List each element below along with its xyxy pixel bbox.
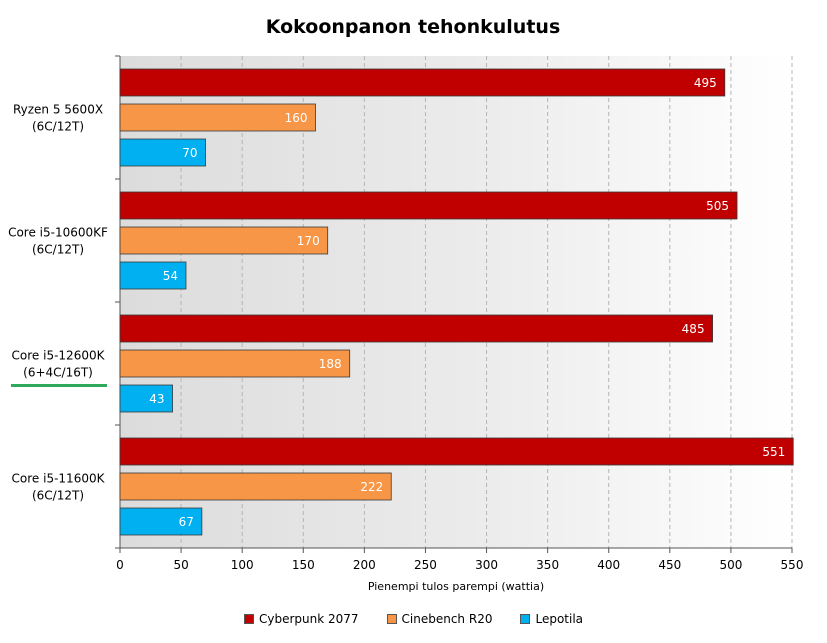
x-tick-label: 350 xyxy=(536,558,559,572)
x-tick-label: 150 xyxy=(292,558,315,572)
category-label-sub: (6C/12T) xyxy=(32,489,84,503)
bar xyxy=(119,437,794,466)
x-axis-title: Pienempi tulos parempi (wattia) xyxy=(368,580,544,593)
category-label: Core i5-11600K xyxy=(12,472,106,486)
legend-label: Cyberpunk 2077 xyxy=(258,612,359,626)
legend-label: Cinebench R20 xyxy=(401,612,493,626)
category-label-sub: (6C/12T) xyxy=(32,120,84,134)
category-label-sub: (6+4C/16T) xyxy=(23,366,93,380)
legend-item: Lepotila xyxy=(520,612,583,626)
bar xyxy=(119,314,713,343)
bar-value-label: 222 xyxy=(360,480,383,494)
legend-swatch xyxy=(243,614,254,624)
x-tick-label: 100 xyxy=(231,558,254,572)
plot-background xyxy=(120,56,792,548)
bar-value-label: 551 xyxy=(762,445,785,459)
x-tick-label: 50 xyxy=(173,558,188,572)
bar-value-label: 170 xyxy=(297,234,320,248)
bar xyxy=(119,472,392,501)
bar-value-label: 67 xyxy=(179,515,194,529)
bar xyxy=(119,68,726,97)
bar xyxy=(119,138,206,167)
bar-value-label: 43 xyxy=(149,392,164,406)
bar-value-label: 70 xyxy=(182,146,197,160)
legend-item: Cyberpunk 2077 xyxy=(243,612,359,626)
category-label-sub: (6C/12T) xyxy=(32,243,84,257)
bar xyxy=(119,226,329,255)
legend-item: Cinebench R20 xyxy=(386,612,493,626)
bar-value-label: 188 xyxy=(319,357,342,371)
bar xyxy=(119,507,203,536)
x-tick-label: 300 xyxy=(475,558,498,572)
x-tick-label: 0 xyxy=(116,558,124,572)
category-label: Core i5-12600K xyxy=(12,349,106,363)
legend-label: Lepotila xyxy=(535,612,584,626)
bar-value-label: 485 xyxy=(682,322,705,336)
category-label: Core i5-10600KF xyxy=(8,226,108,240)
legend-swatch xyxy=(520,614,531,624)
x-tick-label: 400 xyxy=(597,558,620,572)
x-tick-label: 200 xyxy=(353,558,376,572)
legend-swatch xyxy=(386,614,397,624)
bar-value-label: 505 xyxy=(706,199,729,213)
bar xyxy=(119,103,316,132)
legend: Cyberpunk 2077 Cinebench R20 Lepotila xyxy=(0,612,827,626)
x-tick-label: 250 xyxy=(414,558,437,572)
bar-value-label: 495 xyxy=(694,76,717,90)
category-label: Ryzen 5 5600X xyxy=(13,103,103,117)
chart-title: Kokoonpanon tehonkulutus xyxy=(266,16,561,38)
x-tick-label: 450 xyxy=(658,558,681,572)
bar xyxy=(119,349,351,378)
bar xyxy=(119,261,187,290)
bar xyxy=(119,384,173,413)
bar xyxy=(119,191,738,220)
x-tick-label: 500 xyxy=(719,558,742,572)
bar-value-label: 160 xyxy=(285,111,308,125)
x-tick-label: 550 xyxy=(781,558,804,572)
bar-value-label: 54 xyxy=(163,269,178,283)
